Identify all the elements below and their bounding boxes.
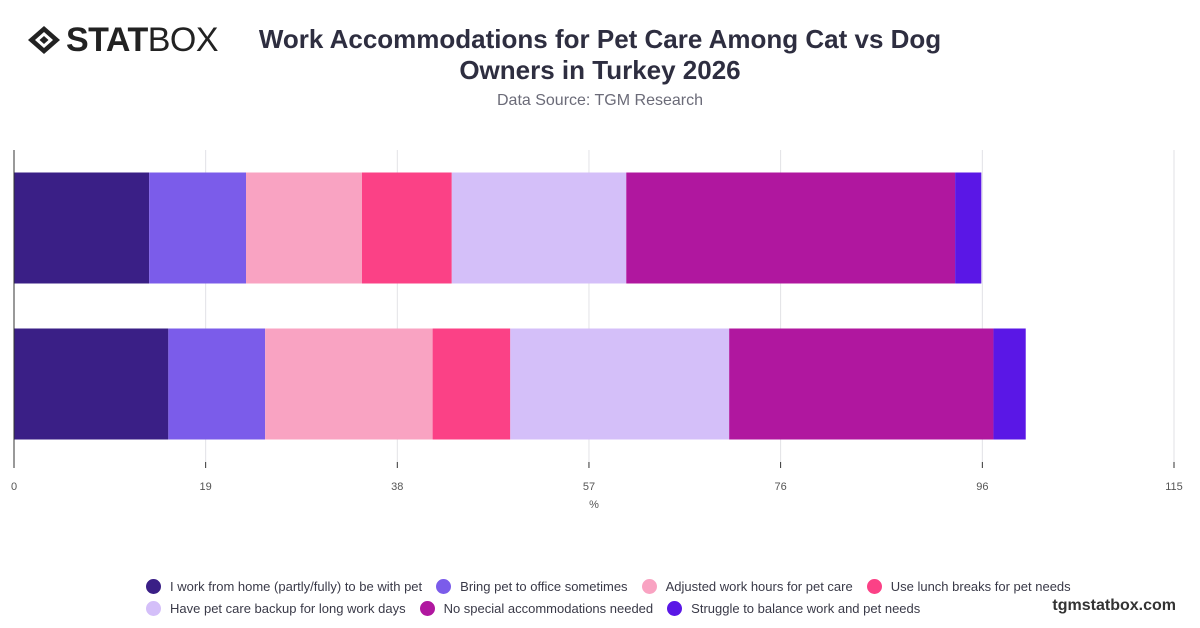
legend-swatch — [866, 578, 882, 594]
legend-label: Have pet care backup for long work days — [170, 600, 406, 616]
bar-segment-4-row-1[interactable] — [362, 172, 452, 284]
diamond-logo-icon — [28, 26, 60, 54]
legend-item[interactable]: No special accommodations needed — [419, 600, 654, 616]
bar-segment-4-row-2[interactable] — [432, 328, 511, 440]
x-axis-ticks: 0 19 38 57 76 96 115 — [11, 462, 1183, 493]
bar-segment-2-row-1[interactable] — [149, 172, 246, 284]
x-tick-label: 57 — [583, 481, 595, 493]
bar-segment-3-row-2[interactable] — [265, 328, 433, 440]
bar-segment-5-row-2[interactable] — [510, 328, 730, 440]
bar-segment-1-row-1[interactable] — [14, 172, 150, 284]
bar-segment-7-row-2[interactable] — [993, 328, 1026, 440]
x-tick-label: 19 — [200, 481, 212, 493]
bar-segments — [14, 172, 1026, 440]
chart-title: Work Accommodations for Pet Care Among C… — [258, 24, 942, 85]
legend-label: I work from home (partly/fully) to be wi… — [170, 578, 423, 594]
legend-swatch — [436, 578, 452, 594]
chart-subtitle: Data Source: TGM Research — [496, 92, 703, 109]
x-tick-label: 96 — [976, 481, 988, 493]
bar-segment-7-row-1[interactable] — [955, 172, 982, 284]
legend-swatch — [667, 600, 683, 616]
legend-label: No special accommodations needed — [443, 600, 654, 616]
bar-segment-6-row-2[interactable] — [729, 328, 994, 440]
logo-wordmark: STATBOX — [66, 21, 219, 59]
legend-swatch — [641, 578, 657, 594]
legend-item[interactable]: Have pet care backup for long work days — [146, 600, 406, 616]
stacked-bar-chart: 0 19 38 57 76 96 115 % — [11, 150, 1183, 511]
legend-item[interactable]: Struggle to balance work and pet needs — [667, 600, 920, 616]
bar-segment-3-row-1[interactable] — [246, 172, 362, 284]
legend-item[interactable]: Bring pet to office sometimes — [436, 578, 628, 594]
x-tick-label: 115 — [1165, 481, 1183, 493]
legend-label: Adjusted work hours for pet care — [665, 578, 853, 594]
x-tick-label: 76 — [774, 481, 786, 493]
bar-segment-1-row-2[interactable] — [14, 328, 169, 440]
legend-label: Use lunch breaks for pet needs — [890, 578, 1071, 594]
legend-swatch — [419, 600, 435, 616]
legend-label: Bring pet to office sometimes — [460, 578, 628, 594]
legend-item[interactable]: Adjusted work hours for pet care — [641, 578, 853, 594]
legend-item[interactable]: I work from home (partly/fully) to be wi… — [146, 578, 422, 594]
legend-swatch — [146, 578, 161, 594]
bar-segment-6-row-1[interactable] — [626, 172, 956, 284]
x-tick-label: 38 — [391, 481, 403, 493]
statbox-logo: STATBOX — [26, 21, 219, 59]
chart-legend: I work from home (partly/fully) to be wi… — [140, 578, 1090, 622]
x-axis-label: % — [589, 499, 599, 511]
legend-item[interactable]: Use lunch breaks for pet needs — [866, 578, 1071, 594]
bar-segment-2-row-2[interactable] — [168, 328, 266, 440]
x-tick-label: 0 — [11, 481, 17, 493]
legend-swatch — [146, 600, 161, 616]
legend-label: Struggle to balance work and pet needs — [691, 600, 921, 616]
bar-segment-5-row-1[interactable] — [451, 172, 627, 284]
brand-url[interactable]: tgmstatbox.com — [1052, 597, 1176, 614]
